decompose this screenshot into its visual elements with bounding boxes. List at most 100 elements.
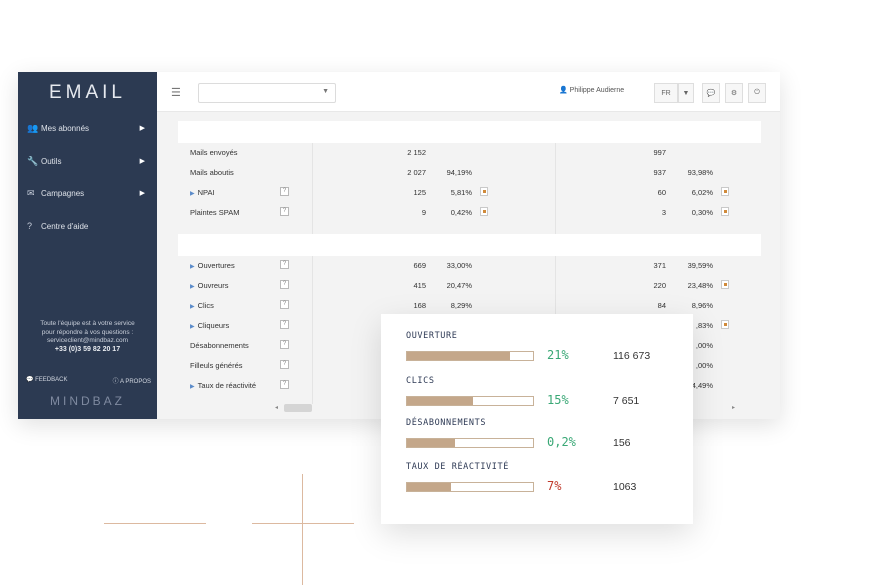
expand-icon[interactable]: ▶ bbox=[190, 384, 195, 390]
language-label: FR bbox=[661, 89, 671, 97]
sidebar-item-4[interactable]: ? Centre d'aide bbox=[18, 216, 157, 236]
row-label-text: Mails envoyés bbox=[190, 148, 238, 157]
cell-ap: 94,19% bbox=[446, 168, 472, 177]
feedback-label: FEEDBACK bbox=[35, 377, 68, 383]
cell-b: 997 bbox=[653, 148, 666, 157]
cell-b: 937 bbox=[653, 168, 666, 177]
help-icon[interactable]: ? bbox=[280, 207, 289, 216]
support-email[interactable]: serviceclient@mindbaz.com bbox=[46, 337, 128, 344]
metric-percentage: 0,2% bbox=[547, 435, 576, 449]
report-icon[interactable] bbox=[721, 320, 729, 329]
metric-progress-fill bbox=[407, 439, 455, 447]
metric-progress-fill bbox=[407, 352, 511, 360]
help-icon[interactable]: ? bbox=[280, 360, 289, 369]
help-icon[interactable]: ? bbox=[280, 320, 289, 329]
scrollbar-thumb[interactable] bbox=[284, 404, 312, 412]
settings-button[interactable]: ⚙ bbox=[725, 83, 743, 103]
cell-a: 669 bbox=[413, 261, 426, 270]
user-name: Philippe Audierne bbox=[569, 87, 625, 94]
report-icon[interactable] bbox=[721, 280, 729, 289]
table-row: Mails envoyés 2 152 997 bbox=[178, 142, 761, 162]
row-label-text: Mails aboutis bbox=[190, 168, 234, 177]
menu-icon[interactable]: ☰ bbox=[171, 87, 181, 99]
sidebar-item-3[interactable]: ✉ Campagnes ▶ bbox=[18, 183, 157, 203]
messages-button[interactable]: 💬 bbox=[702, 83, 720, 103]
about-link[interactable]: ⓘ A PROPOS bbox=[113, 376, 151, 385]
cell-bp: ,00% bbox=[695, 341, 713, 350]
help-icon[interactable]: ? bbox=[280, 260, 289, 269]
table-row[interactable]: ▶ Ouvertures? 669 33,00% 371 39,59% bbox=[178, 255, 761, 275]
table-row: Filleuls générés? ,00% bbox=[178, 355, 761, 375]
report-icon[interactable] bbox=[480, 187, 488, 196]
section-header bbox=[178, 121, 761, 143]
sidebar-footer: 💬 FEEDBACK ⓘ A PROPOS bbox=[26, 376, 151, 385]
expand-icon[interactable]: ▶ bbox=[190, 324, 195, 330]
report-icon[interactable] bbox=[480, 207, 488, 216]
help-icon[interactable]: ? bbox=[280, 280, 289, 289]
cell-a: 415 bbox=[413, 281, 426, 290]
cell-bp: 39,59% bbox=[687, 261, 713, 270]
cell-b: 3 bbox=[661, 208, 666, 217]
cell-ap: 0,42% bbox=[450, 208, 472, 217]
row-label-text: Clics bbox=[197, 301, 214, 310]
section-header bbox=[178, 234, 761, 256]
metric-progress-bar bbox=[406, 351, 534, 361]
table-row[interactable]: ▶ Clics? 168 8,29% 84 8,96% bbox=[178, 295, 761, 315]
row-label-text: NPAI bbox=[197, 188, 215, 197]
app-logo: EMAIL bbox=[48, 82, 127, 103]
sidebar-item-label: Outils bbox=[41, 156, 62, 166]
scroll-left-icon[interactable]: ◂ bbox=[275, 405, 279, 411]
cell-b: 220 bbox=[653, 281, 666, 290]
sidebar-item-2[interactable]: 🔧 Outils ▶ bbox=[18, 151, 157, 171]
support-info: Toute l'équipe est à votre service pour … bbox=[18, 320, 157, 354]
table-row[interactable]: ▶ NPAI? 125 5,81% 60 6,02% bbox=[178, 182, 761, 202]
campaign-select[interactable]: ▼ bbox=[198, 83, 336, 103]
row-label: ▶ Ouvreurs bbox=[190, 281, 228, 290]
cell-ap: 20,47% bbox=[446, 281, 472, 290]
cell-bp: 8,96% bbox=[691, 301, 713, 310]
scroll-right-icon[interactable]: ▸ bbox=[731, 405, 735, 411]
metric-title: TAUX DE RÉACTIVITÉ bbox=[406, 462, 509, 472]
help-icon[interactable]: ? bbox=[280, 187, 289, 196]
cell-ap: 33,00% bbox=[446, 261, 472, 270]
cell-a: 2 027 bbox=[407, 168, 426, 177]
row-label-text: Ouvreurs bbox=[197, 281, 229, 290]
sidebar-item-label: Campagnes bbox=[41, 188, 85, 198]
feedback-link[interactable]: 💬 FEEDBACK bbox=[26, 376, 67, 385]
decorative-line bbox=[302, 474, 303, 585]
help-icon[interactable]: ? bbox=[280, 300, 289, 309]
row-label-text: Cliqueurs bbox=[197, 321, 230, 330]
user-icon: 👤 bbox=[559, 87, 570, 94]
cell-a: 125 bbox=[413, 188, 426, 197]
power-icon: ⏻ bbox=[754, 89, 760, 96]
user-menu[interactable]: 👤 Philippe Audierne bbox=[559, 86, 624, 94]
help-icon[interactable]: ? bbox=[280, 340, 289, 349]
expand-icon[interactable]: ▶ bbox=[190, 304, 195, 310]
metric-count: 1063 bbox=[613, 481, 637, 493]
expand-icon[interactable]: ▶ bbox=[190, 264, 195, 270]
row-label-text: Filleuls générés bbox=[190, 361, 243, 370]
language-dropdown-button[interactable]: ▼ bbox=[678, 83, 694, 103]
row-label-text: Désabonnements bbox=[190, 341, 249, 350]
table-row: Mails aboutis 2 027 94,19% 937 93,98% bbox=[178, 162, 761, 182]
help-icon[interactable]: ? bbox=[280, 380, 289, 389]
expand-icon[interactable]: ▶ bbox=[190, 284, 195, 290]
row-label: Mails aboutis bbox=[190, 168, 234, 177]
top-bar: ☰ ▼ 👤 Philippe Audierne FR ▼ 💬 ⚙ ⏻ bbox=[157, 72, 780, 112]
report-icon[interactable] bbox=[721, 207, 729, 216]
metric-percentage: 21% bbox=[547, 348, 569, 362]
language-select[interactable]: FR bbox=[654, 83, 678, 103]
row-label: Désabonnements bbox=[190, 341, 249, 350]
row-label: ▶ Cliqueurs bbox=[190, 321, 229, 330]
column-divider bbox=[312, 256, 313, 404]
table-row[interactable]: ▶ Cliqueurs? ,83% bbox=[178, 315, 761, 335]
report-icon[interactable] bbox=[721, 187, 729, 196]
logout-button[interactable]: ⏻ bbox=[748, 83, 766, 103]
table-row[interactable]: ▶ Ouvreurs? 415 20,47% 220 23,48% bbox=[178, 275, 761, 295]
cell-b: 371 bbox=[653, 261, 666, 270]
cell-bp: 24,49% bbox=[687, 381, 713, 390]
horizontal-scrollbar[interactable]: ◂ ▸ bbox=[275, 404, 735, 412]
sidebar-item-1[interactable]: 👥 Mes abonnés ▶ bbox=[18, 118, 157, 138]
expand-icon[interactable]: ▶ bbox=[190, 191, 195, 197]
